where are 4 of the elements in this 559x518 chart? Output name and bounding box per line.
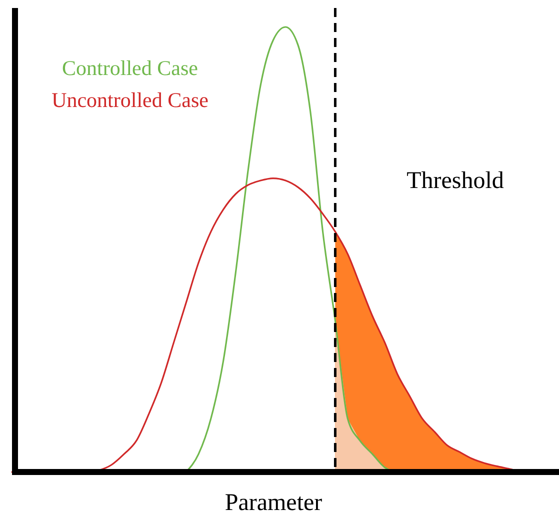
text: Controlled Case	[62, 56, 198, 80]
annotation: Threshold	[406, 168, 504, 194]
text: Uncontrolled Case	[52, 88, 208, 112]
x-axis-title: Parameter	[224, 490, 322, 516]
